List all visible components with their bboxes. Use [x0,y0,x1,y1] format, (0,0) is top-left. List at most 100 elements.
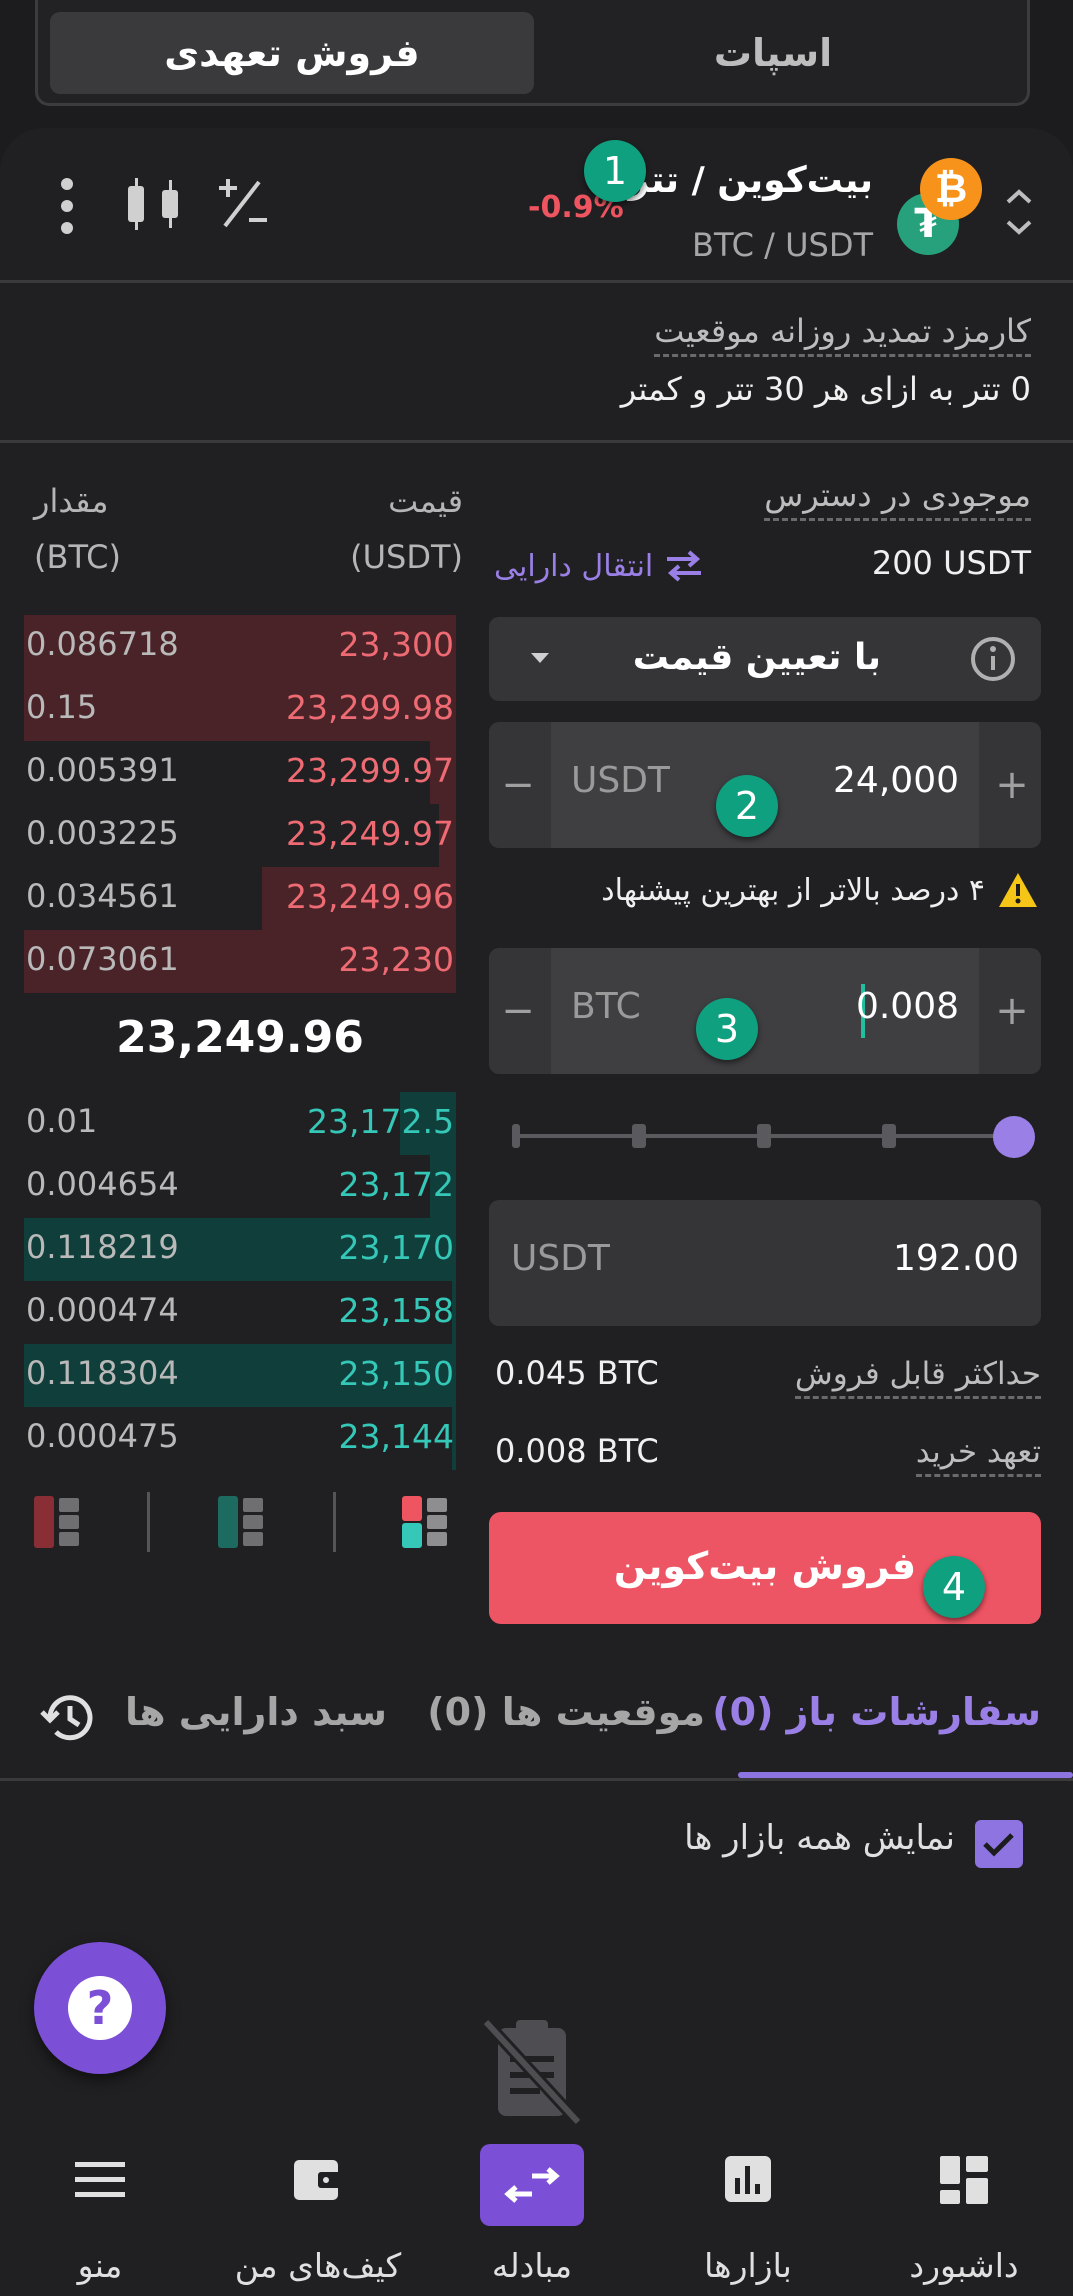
warning-text: ۴ درصد بالاتر از بهترین پیشنهاد [601,872,985,908]
nav-markets-label: بازارها [704,2246,792,2285]
amount-increment-button[interactable]: + [995,988,1029,1034]
tutorial-badge-4: 4 [923,1556,985,1618]
transfer-link[interactable]: انتقال دارایی [494,544,705,588]
show-all-markets-checkbox[interactable] [975,1820,1023,1868]
bid-amount: 0.000475 [26,1417,179,1455]
balance-value: 200 USDT [871,544,1031,582]
view-both-icon[interactable] [402,1496,448,1548]
checkmark-icon [983,1833,1014,1857]
ask-price: 23,249.97 [286,814,454,853]
bid-amount: 0.118219 [26,1228,179,1266]
exchange-arrows-icon [504,2167,560,2203]
info-icon[interactable] [969,635,1017,683]
history-icon[interactable] [38,1690,96,1746]
ask-amount: 0.034561 [26,877,179,915]
help-icon-circle: ? [68,1976,132,2040]
slider-tick[interactable] [882,1124,896,1148]
bid-row[interactable]: 0.01 23,172.5 [24,1092,456,1155]
ask-row[interactable]: 0.003225 23,249.97 [24,804,456,867]
amount-value: 0.008 [855,986,959,1027]
last-price[interactable]: 23,249.96 [116,1012,364,1063]
slider-tick[interactable] [757,1124,771,1148]
bid-price: 23,172.5 [307,1102,454,1141]
ask-price: 23,300 [338,625,454,664]
view-asks-only-icon[interactable] [34,1496,80,1548]
ask-row[interactable]: 0.086718 23,300 [24,615,456,678]
total-value: 192.00 [893,1238,1019,1279]
ask-depth-bar [24,678,456,741]
bid-row[interactable]: 0.004654 23,172 [24,1155,456,1218]
order-type-select[interactable]: با تعیین قیمت [489,617,1041,701]
candlestick-chart-icon[interactable] [124,176,184,232]
bid-row[interactable]: 0.000475 23,144 [24,1407,456,1470]
max-sell-value: 0.045 BTC [495,1354,659,1392]
amount-slider-handle[interactable] [993,1116,1035,1158]
bid-price: 23,170 [338,1228,454,1267]
fee-value: 0 تتر به ازای هر 30 تتر و کمتر [620,370,1031,408]
price-value: 24,000 [833,760,959,801]
margin-adjust-icon[interactable] [215,176,271,232]
price-decrement-button[interactable]: − [501,762,535,808]
caret-down-icon [531,653,549,663]
no-orders-icon [480,2016,584,2128]
bid-row[interactable]: 0.000474 23,158 [24,1281,456,1344]
nav-wallets-label: کیف‌های من [234,2246,402,2285]
total-field: USDT 192.00 [489,1200,1041,1326]
nav-dashboard-label: داشبورد [909,2246,1019,2285]
bid-row[interactable]: 0.118304 23,150 [24,1344,456,1407]
amount-unit: (BTC) [34,538,121,576]
ask-depth-bar [24,615,456,678]
buy-commit-label[interactable]: تعهد خرید [915,1434,1041,1477]
amount-input[interactable]: BTC 0.008 [551,948,979,1074]
show-all-markets-label[interactable]: نمایش همه بازار ها [684,1818,955,1858]
slider-tick[interactable] [632,1124,646,1148]
more-options-icon[interactable] [52,176,82,236]
help-button[interactable]: ? [34,1942,166,2074]
price-unit-label: USDT [571,760,670,801]
divider [0,280,1073,283]
max-sell-label[interactable]: حداکثر قابل فروش [794,1356,1041,1399]
bid-depth-bar [451,1281,456,1344]
amount-decrement-button[interactable]: − [501,988,535,1034]
swap-arrows-icon [667,550,702,582]
bid-depth-bar [399,1092,456,1155]
bid-row[interactable]: 0.118219 23,170 [24,1218,456,1281]
amount-header: مقدار [34,482,109,520]
tutorial-badge-3: 3 [696,998,758,1060]
balance-label[interactable]: موجودی در دسترس [764,476,1031,521]
ask-row[interactable]: 0.073061 23,230 [24,930,456,993]
pair-title[interactable]: بیت‌کوین / تتر [628,160,873,201]
divider [0,440,1073,443]
fee-label[interactable]: کارمزد تمدید روزانه موقعیت [654,312,1031,357]
ask-price: 23,230 [338,940,454,979]
divider [333,1492,336,1552]
ask-depth-bar [24,930,456,993]
price-warning: ۴ درصد بالاتر از بهترین پیشنهاد [601,866,1039,914]
buy-commit-value: 0.008 BTC [495,1432,659,1470]
ask-depth-bar [438,804,456,867]
wallet-icon [294,2160,342,2200]
ask-row[interactable]: 0.005391 23,299.97 [24,741,456,804]
ask-row[interactable]: 0.15 23,299.98 [24,678,456,741]
bid-amount: 0.118304 [26,1354,179,1392]
dashboard-icon [940,2156,988,2204]
bid-price: 23,150 [338,1354,454,1393]
slider-tick[interactable] [512,1124,520,1148]
tab-positions[interactable]: موقعیت ها (0) [427,1690,705,1734]
price-increment-button[interactable]: + [995,762,1029,808]
tab-open-orders[interactable]: سفارشات باز (0) [712,1690,1041,1734]
ask-amount: 0.073061 [26,940,179,978]
pair-selector-chevron-icon[interactable] [1002,184,1036,240]
tab-portfolio[interactable]: سبد دارایی ها [124,1690,387,1734]
bitcoin-icon: ₿ [920,158,982,220]
ask-row[interactable]: 0.034561 23,249.96 [24,867,456,930]
total-unit: USDT [511,1238,610,1279]
nav-exchange-label: مبادله [491,2246,573,2285]
tab-spot[interactable]: اسپات [713,31,833,75]
amount-stepper: − BTC 0.008 + [489,948,1041,1074]
pair-subtitle: BTC / USDT [691,226,873,264]
view-bids-only-icon[interactable] [218,1496,264,1548]
bid-price: 23,158 [338,1291,454,1330]
tab-margin-sell[interactable]: فروش تعهدی [50,12,534,94]
hamburger-menu-icon [75,2162,125,2197]
